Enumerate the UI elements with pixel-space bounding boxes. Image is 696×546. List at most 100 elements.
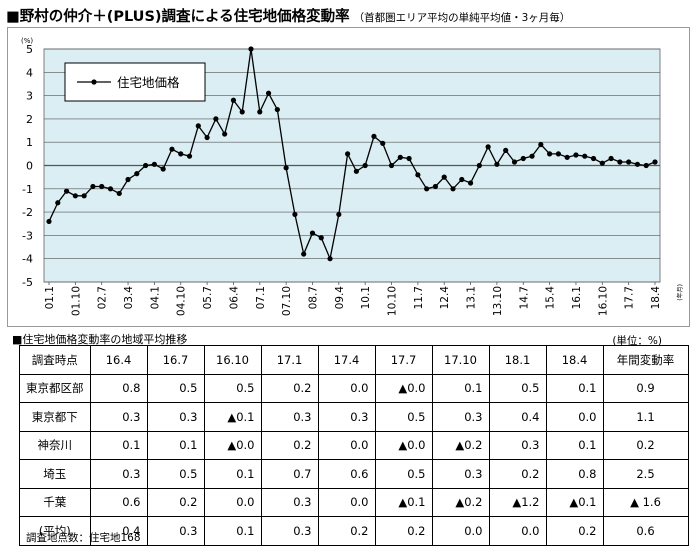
table-cell: 0.4 — [89, 516, 148, 546]
data-point — [432, 183, 439, 190]
x-tick-label: 01.1 — [44, 286, 56, 309]
title-subtitle: （首都圏エリア平均の単純平均値・3ヶ月毎） — [353, 12, 571, 24]
table-cell: 0.2 — [545, 516, 604, 546]
data-point — [318, 235, 324, 241]
data-point — [555, 151, 561, 157]
table-cell: 0.0 — [317, 373, 376, 403]
data-point — [55, 200, 61, 206]
x-tick-label: 15.4 — [545, 286, 557, 310]
legend-box — [64, 62, 206, 102]
table-cell-annual: 1.1 — [602, 402, 689, 432]
data-point — [292, 211, 298, 218]
table-cell: 0.0 — [488, 516, 547, 546]
data-point — [72, 193, 78, 199]
data-point — [441, 174, 447, 180]
table-cell-annual: 0.2 — [602, 430, 689, 460]
legend-marker — [91, 79, 97, 85]
table-row-region: 東京都区部 — [19, 373, 91, 403]
table-row-region: 神奈川 — [19, 430, 91, 460]
y-tick-label: -5 — [22, 276, 33, 289]
table-header-cell: 調査時点 — [19, 345, 91, 375]
data-point — [643, 162, 649, 169]
table-cell-annual: 0.9 — [602, 373, 689, 403]
table-header-cell: 18.1 — [488, 345, 547, 375]
data-point — [424, 186, 430, 192]
data-point — [125, 176, 131, 183]
legend-label: 住宅地価格 — [117, 75, 180, 90]
table-cell: 0.1 — [431, 373, 490, 403]
table-cell: 0.5 — [146, 373, 205, 403]
table-cell: 0.3 — [431, 459, 490, 489]
table-header-cell: 17.10 — [431, 345, 490, 375]
table-row-region: 埼玉 — [19, 459, 91, 489]
data-point — [222, 131, 228, 137]
y-tick-label: 1 — [26, 136, 33, 149]
y-tick-label: 3 — [26, 90, 33, 103]
data-point — [415, 172, 421, 178]
table-header-cell: 年間変動率 — [602, 345, 689, 375]
table-cell: 0.3 — [89, 402, 148, 432]
data-point — [503, 147, 509, 153]
data-point — [99, 183, 105, 190]
table-cell: 0.3 — [260, 487, 319, 517]
table-header-cell: 16.7 — [146, 345, 205, 375]
table-cell: 0.5 — [374, 459, 433, 489]
data-point — [230, 97, 237, 103]
table-cell-annual: 0.6 — [602, 516, 689, 546]
data-point — [617, 159, 623, 165]
table-cell: 0.2 — [146, 487, 205, 517]
x-tick-label: 11.7 — [413, 286, 425, 309]
x-tick-label: 06.4 — [228, 286, 240, 310]
table-row: 神奈川 0.1 0.1 ▲0.0 0.2 0.0 ▲0.0 ▲0.2 0.3 0.1 0.2 — [19, 430, 689, 460]
regional-change-table: 調査時点 16.4 16.7 16.10 17.1 17.4 17.7 17.1… — [19, 345, 689, 546]
data-point — [380, 140, 386, 146]
table-cell: 0.1 — [146, 430, 205, 460]
data-point — [511, 159, 518, 165]
table-cell: 0.7 — [260, 459, 319, 489]
data-point — [573, 152, 579, 158]
table-cell: 0.2 — [260, 430, 319, 460]
page-title: ■野村の仲介＋(PLUS)調査による住宅地価格変動率 （首都圏エリア平均の単純平均… — [6, 5, 570, 25]
y-tick-label: 4 — [26, 66, 33, 79]
table-cell: 0.3 — [431, 402, 490, 432]
table-cell: 0.8 — [545, 459, 604, 489]
data-point — [151, 161, 157, 167]
data-point — [63, 188, 70, 194]
data-point — [476, 162, 482, 169]
x-tick-label: 17.7 — [624, 286, 636, 309]
table-cell: 0.3 — [488, 430, 547, 460]
data-point — [353, 168, 359, 174]
data-point — [652, 159, 658, 165]
x-tick-label: 03.4 — [123, 286, 135, 310]
data-point — [459, 176, 465, 183]
y-tick-label: -2 — [22, 206, 33, 219]
x-unit-label: (年月) — [676, 284, 684, 301]
table-cell: 0.0 — [545, 402, 604, 432]
x-tick-label: 08.7 — [307, 286, 319, 309]
data-point — [529, 153, 535, 159]
table-cell: ▲0.0 — [374, 430, 433, 460]
x-tick-label: 12.4 — [439, 286, 451, 310]
chart-frame — [7, 27, 690, 327]
table-row: 千葉 0.6 0.2 0.0 0.3 0.0 ▲0.1 ▲0.2 ▲1.2 ▲0.1 ▲ 1.6 — [19, 487, 689, 517]
data-point — [608, 155, 614, 162]
y-unit-label: (%) — [21, 37, 33, 45]
table-cell: 0.3 — [146, 402, 205, 432]
data-point — [388, 162, 395, 169]
table-cell: ▲1.2 — [488, 487, 547, 517]
x-tick-label: 07.1 — [255, 286, 267, 309]
table-cell: 0.2 — [260, 373, 319, 403]
table-header-cell: 16.10 — [203, 345, 262, 375]
series-line — [48, 48, 656, 261]
table-row-region: 千葉 — [19, 487, 91, 517]
data-point — [485, 144, 491, 150]
price-change-line-chart: 5 4 3 2 1 0 -1 -2 -3 -4 -5 (%) 01.1 01.10 02.7 03.4 04.1… — [21, 37, 684, 316]
data-point — [590, 155, 597, 162]
data-point — [634, 161, 641, 167]
x-tick-label: 14.7 — [518, 286, 530, 309]
table-unit: (単位：%) — [612, 335, 662, 347]
data-point — [169, 146, 175, 152]
table-cell-annual: ▲ 1.6 — [602, 487, 689, 517]
table-cell: 0.5 — [488, 373, 547, 403]
data-point — [239, 109, 245, 115]
